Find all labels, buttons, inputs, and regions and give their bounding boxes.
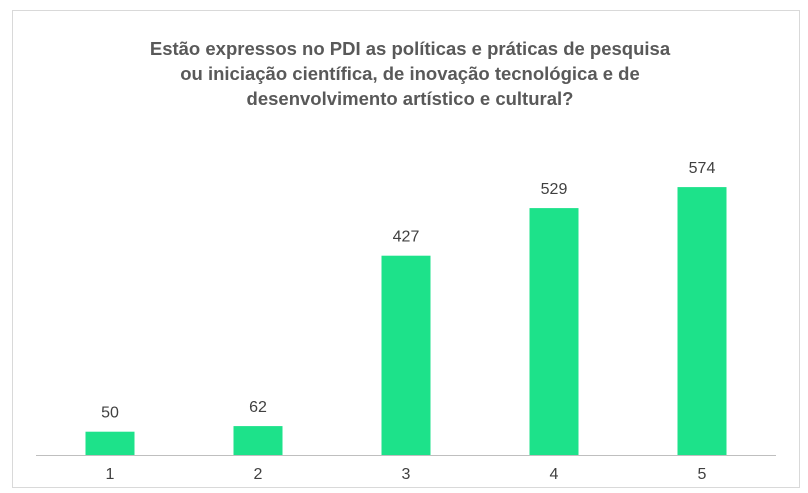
x-tick-label-2: 2 — [254, 466, 263, 483]
x-tick-label-5: 5 — [698, 466, 707, 483]
bar-3 — [381, 255, 431, 455]
bar-5 — [677, 187, 727, 455]
value-label-5: 574 — [689, 160, 716, 177]
bar-2 — [233, 426, 283, 455]
value-labels-group: 50 62 427 529 574 — [101, 160, 715, 422]
value-label-3: 427 — [393, 229, 420, 246]
bar-4 — [529, 208, 579, 455]
x-tick-label-1: 1 — [106, 466, 115, 483]
x-tick-labels-group: 1 2 3 4 5 — [106, 466, 707, 483]
value-label-4: 529 — [541, 181, 568, 198]
chart-title-line-3: desenvolvimento artístico e cultural? — [246, 88, 574, 109]
bar-1 — [85, 431, 135, 455]
x-tick-label-4: 4 — [550, 466, 559, 483]
value-label-2: 62 — [249, 399, 267, 416]
chart-title-line-2: ou iniciação científica, de inovação tec… — [180, 63, 640, 84]
chart-title-line-1: Estão expressos no PDI as políticas e pr… — [149, 38, 671, 59]
chart-title: Estão expressos no PDI as políticas e pr… — [60, 36, 760, 111]
x-tick-label-3: 3 — [402, 466, 411, 483]
bars-group — [85, 187, 727, 455]
value-label-1: 50 — [101, 405, 119, 422]
